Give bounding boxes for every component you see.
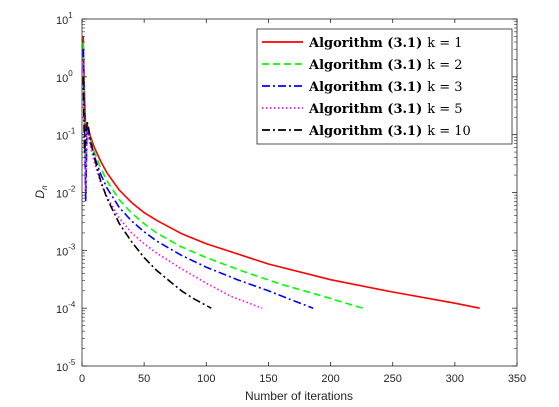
y-tick-exponent: 1 [68,11,73,20]
y-tick-base: 10 [56,246,68,258]
legend-label: Algorithm (3.1) k = 3 [308,80,463,95]
legend-label: Algorithm (3.1) k = 1 [308,36,463,51]
y-tick-label: 10-4 [56,300,76,316]
y-tick-label: 10-3 [56,242,76,258]
series-layer [82,36,480,309]
y-tick-base: 10 [56,15,68,27]
legend-label-prefix: Algorithm (3.1) [308,58,422,73]
y-tick-label: 101 [56,11,73,27]
legend-label: Algorithm (3.1) k = 2 [308,58,463,73]
x-tick-label: 100 [197,373,215,385]
y-tick-exponent: -5 [68,358,76,367]
series-line-4 [82,59,263,309]
x-axis: 0 50 100 150 200 250 300 350 [79,19,526,385]
y-axis-label: Dn [33,185,49,199]
legend-label-suffix: k = 3 [427,80,462,95]
y-tick-base: 10 [56,189,68,201]
legend-label-prefix: Algorithm (3.1) [308,102,422,117]
y-tick-exponent: 0 [68,69,73,78]
x-tick-label: 0 [79,373,85,385]
x-tick-label: 350 [508,373,526,385]
legend-label-prefix: Algorithm (3.1) [308,36,422,51]
series-line-5 [82,76,212,309]
x-tick-label: 200 [321,373,339,385]
x-tick-label: 250 [384,373,402,385]
y-tick-base: 10 [56,362,68,374]
y-tick-exponent: -1 [68,127,76,136]
y-tick-base: 10 [56,73,68,85]
y-axis-label-main: D [33,190,47,199]
x-axis-label: Number of iterations [245,389,353,403]
y-tick-exponent: -3 [68,242,76,251]
legend-label-suffix: k = 1 [427,36,462,51]
series-line-2 [82,41,364,309]
legend-label-suffix: k = 10 [427,124,471,139]
legend-label-suffix: k = 2 [427,58,462,73]
y-tick-exponent: -4 [68,300,76,309]
legend-label-suffix: k = 5 [427,102,462,117]
x-tick-label: 300 [446,373,464,385]
y-tick-label: 10-1 [56,127,76,143]
legend-label: Algorithm (3.1) k = 10 [308,124,471,139]
x-tick-label: 150 [259,373,277,385]
y-tick-base: 10 [56,304,68,316]
legend-label-prefix: Algorithm (3.1) [308,124,422,139]
y-tick-exponent: -2 [68,185,76,194]
legend-label: Algorithm (3.1) k = 5 [308,102,463,117]
legend-label-prefix: Algorithm (3.1) [308,80,422,95]
y-axis-label-subscript: n [40,185,49,190]
x-tick-label: 50 [138,373,150,385]
y-tick-label: 10-2 [56,185,76,201]
legend: Algorithm (3.1) k = 1 Algorithm (3.1) k = 2… [256,28,513,145]
y-tick-label: 100 [56,69,73,85]
y-tick-label: 10-5 [56,358,76,374]
y-tick-base: 10 [56,131,68,143]
